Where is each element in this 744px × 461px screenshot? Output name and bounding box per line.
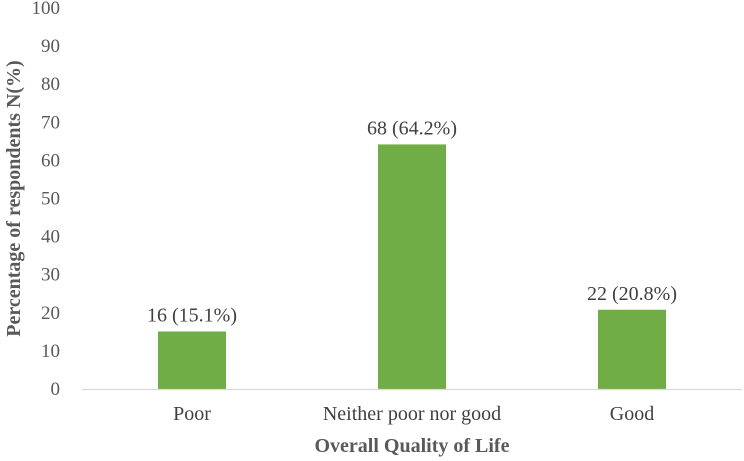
y-tick-label: 0	[51, 379, 61, 400]
y-tick-label: 50	[41, 189, 60, 210]
y-tick-label: 90	[41, 36, 60, 57]
y-tick-label: 40	[41, 227, 60, 248]
bars-group	[158, 144, 666, 389]
y-tick-label: 10	[41, 341, 60, 362]
x-axis-category-labels: Poor Neither poor nor good Good	[173, 403, 654, 425]
bar	[598, 309, 666, 389]
y-tick-label: 20	[41, 303, 60, 324]
x-axis-title: Overall Quality of Life	[315, 435, 510, 457]
x-category-label: Poor	[173, 403, 211, 425]
bar	[158, 331, 226, 389]
x-category-label: Neither poor nor good	[323, 403, 501, 425]
data-labels-group: 16 (15.1%) 68 (64.2%) 22 (20.8%)	[147, 117, 677, 326]
y-axis-ticks: 0 10 20 30 40 50 60 70 80 90 100	[32, 0, 61, 400]
x-category-label: Good	[610, 403, 654, 425]
bar-data-label: 22 (20.8%)	[587, 283, 677, 305]
y-tick-label: 70	[41, 112, 60, 133]
y-tick-label: 60	[41, 150, 60, 171]
y-tick-label: 100	[32, 0, 61, 19]
y-axis-title: Percentage of respondents N(%)	[3, 60, 25, 336]
y-tick-label: 30	[41, 265, 60, 286]
bar-data-label: 16 (15.1%)	[147, 304, 237, 326]
y-tick-label: 80	[41, 74, 60, 95]
bar	[378, 144, 446, 389]
bar-data-label: 68 (64.2%)	[367, 117, 457, 139]
